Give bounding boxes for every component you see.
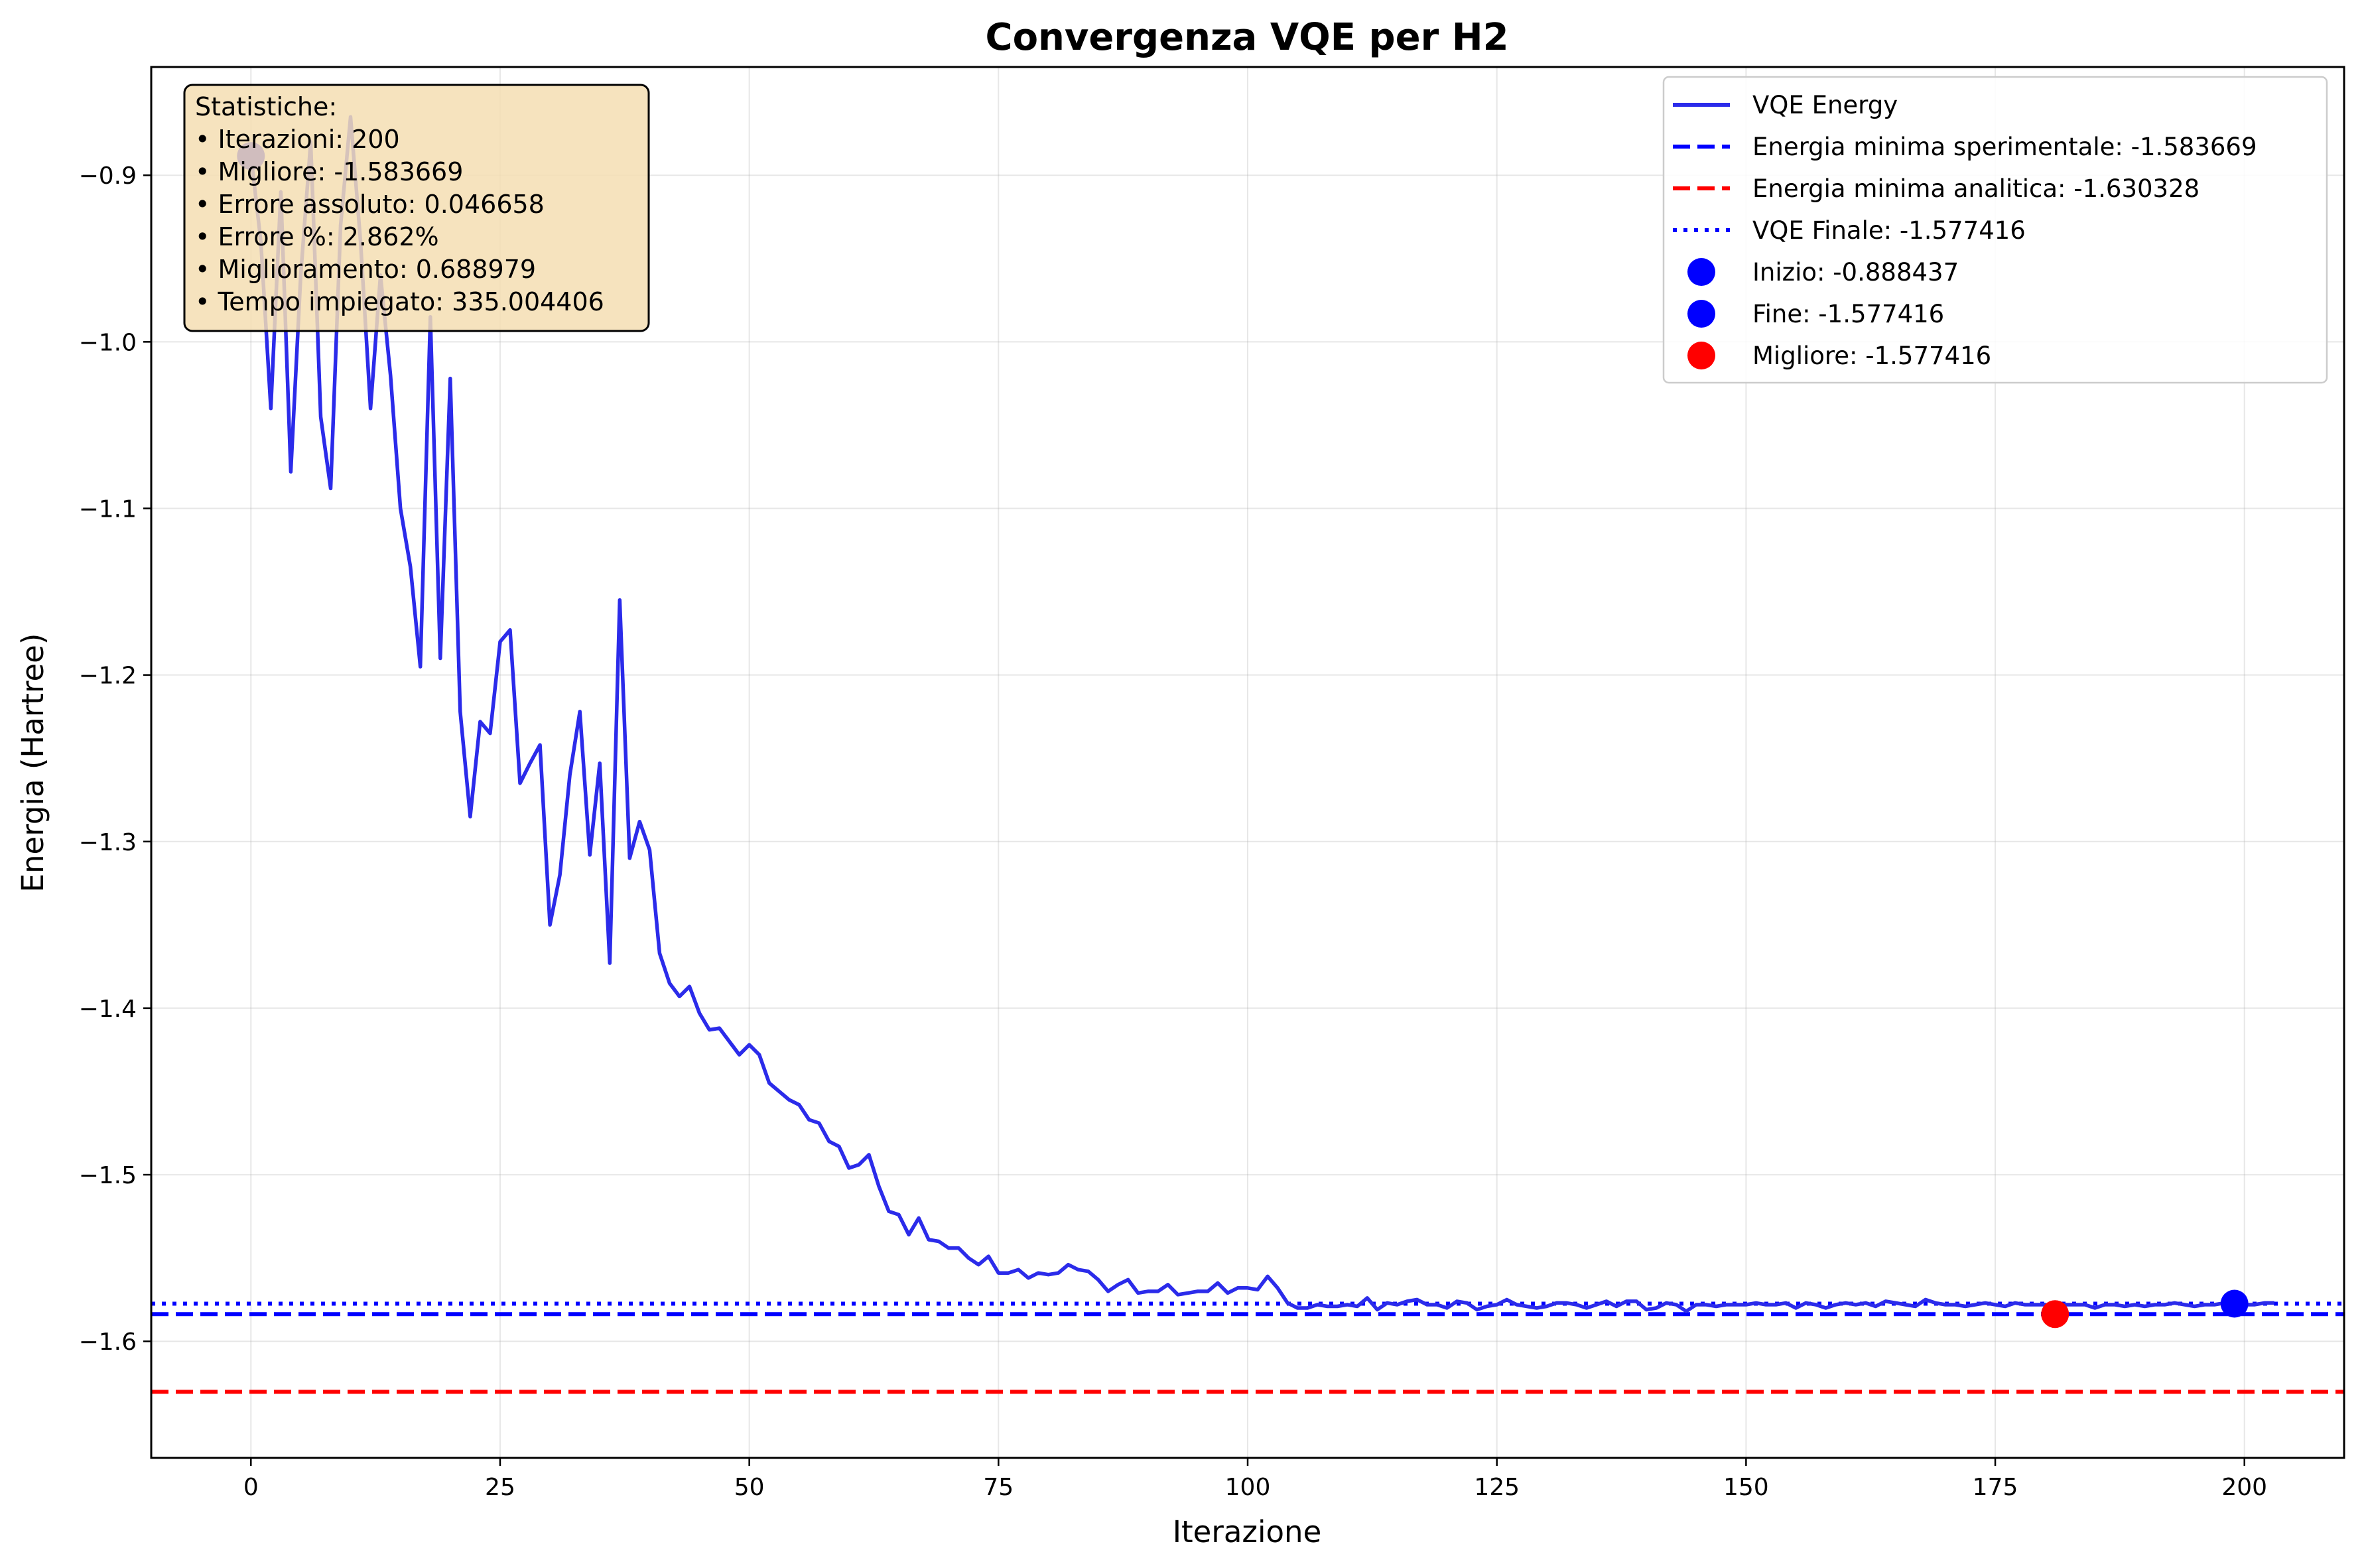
legend-swatch bbox=[1687, 342, 1715, 369]
legend-label: VQE Energy bbox=[1752, 91, 1898, 119]
vqe-energy-line bbox=[249, 115, 2274, 1313]
legend-label: Energia minima analitica: -1.630328 bbox=[1752, 174, 2200, 203]
legend-label: Energia minima sperimentale: -1.583669 bbox=[1752, 133, 2257, 161]
x-tick-label: 125 bbox=[1474, 1474, 1520, 1501]
x-tick-label: 200 bbox=[2221, 1474, 2267, 1501]
x-tick-label: 150 bbox=[1723, 1474, 1769, 1501]
legend-swatch bbox=[1687, 300, 1715, 328]
legend-swatch bbox=[1687, 258, 1715, 286]
legend-label: VQE Finale: -1.577416 bbox=[1752, 216, 2026, 245]
x-tick-label: 100 bbox=[1225, 1474, 1271, 1501]
x-tick-label: 50 bbox=[734, 1474, 765, 1501]
marker-point bbox=[2220, 1289, 2249, 1318]
x-tick-label: 0 bbox=[243, 1474, 259, 1501]
x-tick-label: 25 bbox=[485, 1474, 515, 1501]
statistics-line: Statistiche: bbox=[195, 92, 337, 121]
y-tick-label: −1.4 bbox=[79, 996, 137, 1023]
grid bbox=[151, 67, 2344, 1458]
chart-title: Convergenza VQE per H2 bbox=[985, 16, 1508, 59]
statistics-box-background bbox=[183, 84, 650, 332]
legend-label: Migliore: -1.577416 bbox=[1752, 342, 1991, 370]
legend-label: Inizio: -0.888437 bbox=[1752, 258, 1959, 287]
data-layer bbox=[151, 115, 2344, 1394]
statistics-line: • Miglioramento: 0.688979 bbox=[195, 255, 536, 284]
x-tick-label: 175 bbox=[1973, 1474, 2018, 1501]
statistics-line: • Iterazioni: 200 bbox=[195, 125, 400, 154]
y-axis-label: Energia (Hartree) bbox=[15, 633, 50, 893]
legend: VQE Energy Energia minima sperimentale: -… bbox=[1662, 76, 2328, 384]
legend-label: Fine: -1.577416 bbox=[1752, 300, 1944, 328]
y-tick-label: −0.9 bbox=[79, 163, 137, 190]
statistics-box: Statistiche: • Iterazioni: 200 • Migliore:… bbox=[183, 84, 650, 332]
x-tick-label: 75 bbox=[983, 1474, 1014, 1501]
statistics-line: • Errore assoluto: 0.046658 bbox=[195, 190, 545, 219]
statistics-line: • Tempo impiegato: 335.004406 bbox=[195, 287, 604, 316]
legend-frame bbox=[1662, 76, 2328, 384]
x-axis-label: Iterazione bbox=[1173, 1514, 1322, 1549]
y-tick-label: −1.1 bbox=[79, 496, 137, 523]
y-tick-label: −1.5 bbox=[79, 1162, 137, 1189]
marker-point bbox=[2041, 1300, 2069, 1329]
y-tick-label: −1.2 bbox=[79, 663, 137, 690]
y-axis-ticks: −0.9 −1.0 −1.1 −1.2 −1.3 −1.4 −1.5 −1.6 bbox=[79, 163, 151, 1356]
x-axis-ticks: 0 25 50 75 100 125 150 175 200 bbox=[243, 1458, 2267, 1501]
statistics-line: • Migliore: -1.583669 bbox=[195, 157, 463, 186]
y-tick-label: −1.0 bbox=[79, 329, 137, 356]
y-tick-label: −1.3 bbox=[79, 829, 137, 856]
y-tick-label: −1.6 bbox=[79, 1329, 137, 1356]
statistics-line: • Errore %: 2.862% bbox=[195, 222, 439, 251]
